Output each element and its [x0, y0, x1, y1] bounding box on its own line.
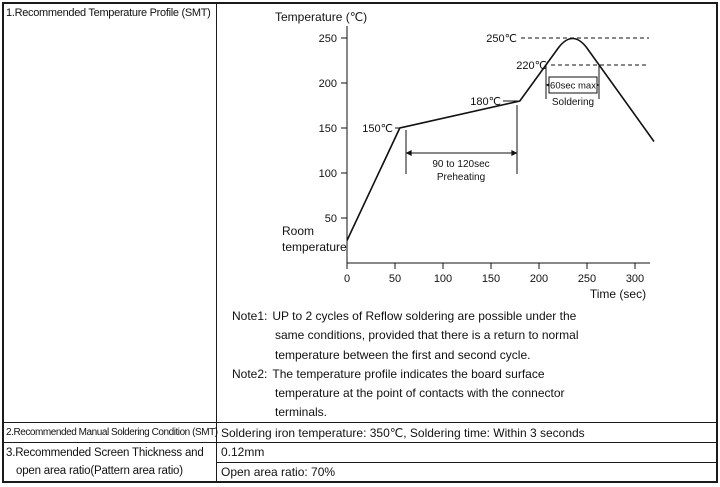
svg-text:90 to 120sec: 90 to 120sec	[432, 159, 489, 170]
y-axis-title: Temperature (℃)	[275, 10, 367, 24]
row2-value: Soldering iron temperature: 350℃, Solder…	[221, 425, 585, 440]
tick-label: 200	[530, 273, 548, 285]
tick-label: 150	[319, 123, 337, 135]
tick-label: 50	[389, 273, 401, 285]
x-axis-ticks	[346, 263, 636, 269]
note1-line: temperature between the first and second…	[275, 347, 531, 362]
annotation-180c: 180℃	[470, 96, 518, 108]
svg-text:180℃: 180℃	[470, 96, 501, 108]
annotation-soldering-span: 60sec max Soldering	[545, 65, 600, 108]
row3-label-line2: open area ratio(Pattern area ratio)	[16, 465, 183, 477]
row3-values: 0.12mm Open area ratio: 70%	[217, 443, 716, 481]
svg-text:150℃: 150℃	[362, 123, 393, 135]
svg-text:Room: Room	[282, 224, 314, 238]
svg-text:250℃: 250℃	[486, 33, 517, 45]
y-axis-tick-labels: 250 200 150 100 50	[319, 33, 337, 225]
row3-value-open-area: Open area ratio: 70%	[217, 462, 716, 481]
row3-label: 3.Recommended Screen Thickness and open …	[4, 443, 217, 481]
row3-value-thickness: 0.12mm	[221, 445, 265, 459]
tick-label: 50	[325, 213, 337, 225]
tick-label: 300	[626, 273, 644, 285]
tick-label: 250	[319, 33, 337, 45]
annotation-150c: 150℃	[362, 123, 400, 135]
svg-text:Soldering: Soldering	[552, 97, 594, 108]
tick-label: 150	[482, 273, 500, 285]
svg-text:Preheating: Preheating	[437, 172, 485, 183]
x-axis-tick-labels: 0 50 100 150 200 250 300	[344, 273, 644, 285]
tick-label: 200	[319, 78, 337, 90]
x-axis-title: Time (sec)	[590, 287, 646, 301]
svg-text:60sec max: 60sec max	[550, 81, 596, 92]
row2-label: 2.Recommended Manual Soldering Condition…	[4, 423, 218, 442]
note2-line: Note2: The temperature profile indicates …	[232, 366, 545, 381]
row-temperature-profile: 1.Recommended Temperature Profile (SMT) …	[4, 4, 716, 422]
note1-line: Note1: UP to 2 cycles of Reflow soldering…	[232, 309, 577, 323]
temperature-profile-chart: Temperature (℃) Time (sec) 250 200 150	[275, 10, 655, 301]
tick-label: 100	[319, 168, 337, 180]
row3-label-line1: 3.Recommended Screen Thickness and	[6, 447, 204, 459]
tick-label: 0	[344, 273, 350, 285]
svg-text:temperature: temperature	[282, 240, 347, 254]
annotation-preheating-span: 90 to 120sec Preheating	[405, 105, 518, 183]
note2-line: temperature at the point of contacts wit…	[275, 386, 565, 401]
tick-label: 250	[578, 273, 596, 285]
temperature-curve	[346, 37, 655, 241]
annotation-250c: 250℃	[486, 33, 649, 45]
note1-line: same conditions, provided that there is …	[275, 328, 579, 343]
note1-label: Note1:	[232, 309, 268, 323]
row1-label: 1.Recommended Temperature Profile (SMT)	[4, 4, 217, 422]
note2-label: Note2:	[232, 366, 268, 381]
svg-text:220℃: 220℃	[516, 60, 547, 72]
y-axis-ticks	[341, 37, 347, 219]
tick-label: 100	[434, 273, 452, 285]
room-temperature-label: Room temperature	[282, 224, 347, 254]
annotation-220c: 220℃	[516, 60, 649, 72]
row-screen-thickness: 3.Recommended Screen Thickness and open …	[4, 442, 716, 481]
row-manual-soldering: 2.Recommended Manual Soldering Condition…	[4, 422, 716, 442]
row1-content: Temperature (℃) Time (sec) 250 200 150	[217, 4, 716, 422]
chart-notes: Note1: UP to 2 cycles of Reflow soldering…	[217, 307, 716, 422]
note2-line: terminals.	[275, 405, 328, 420]
